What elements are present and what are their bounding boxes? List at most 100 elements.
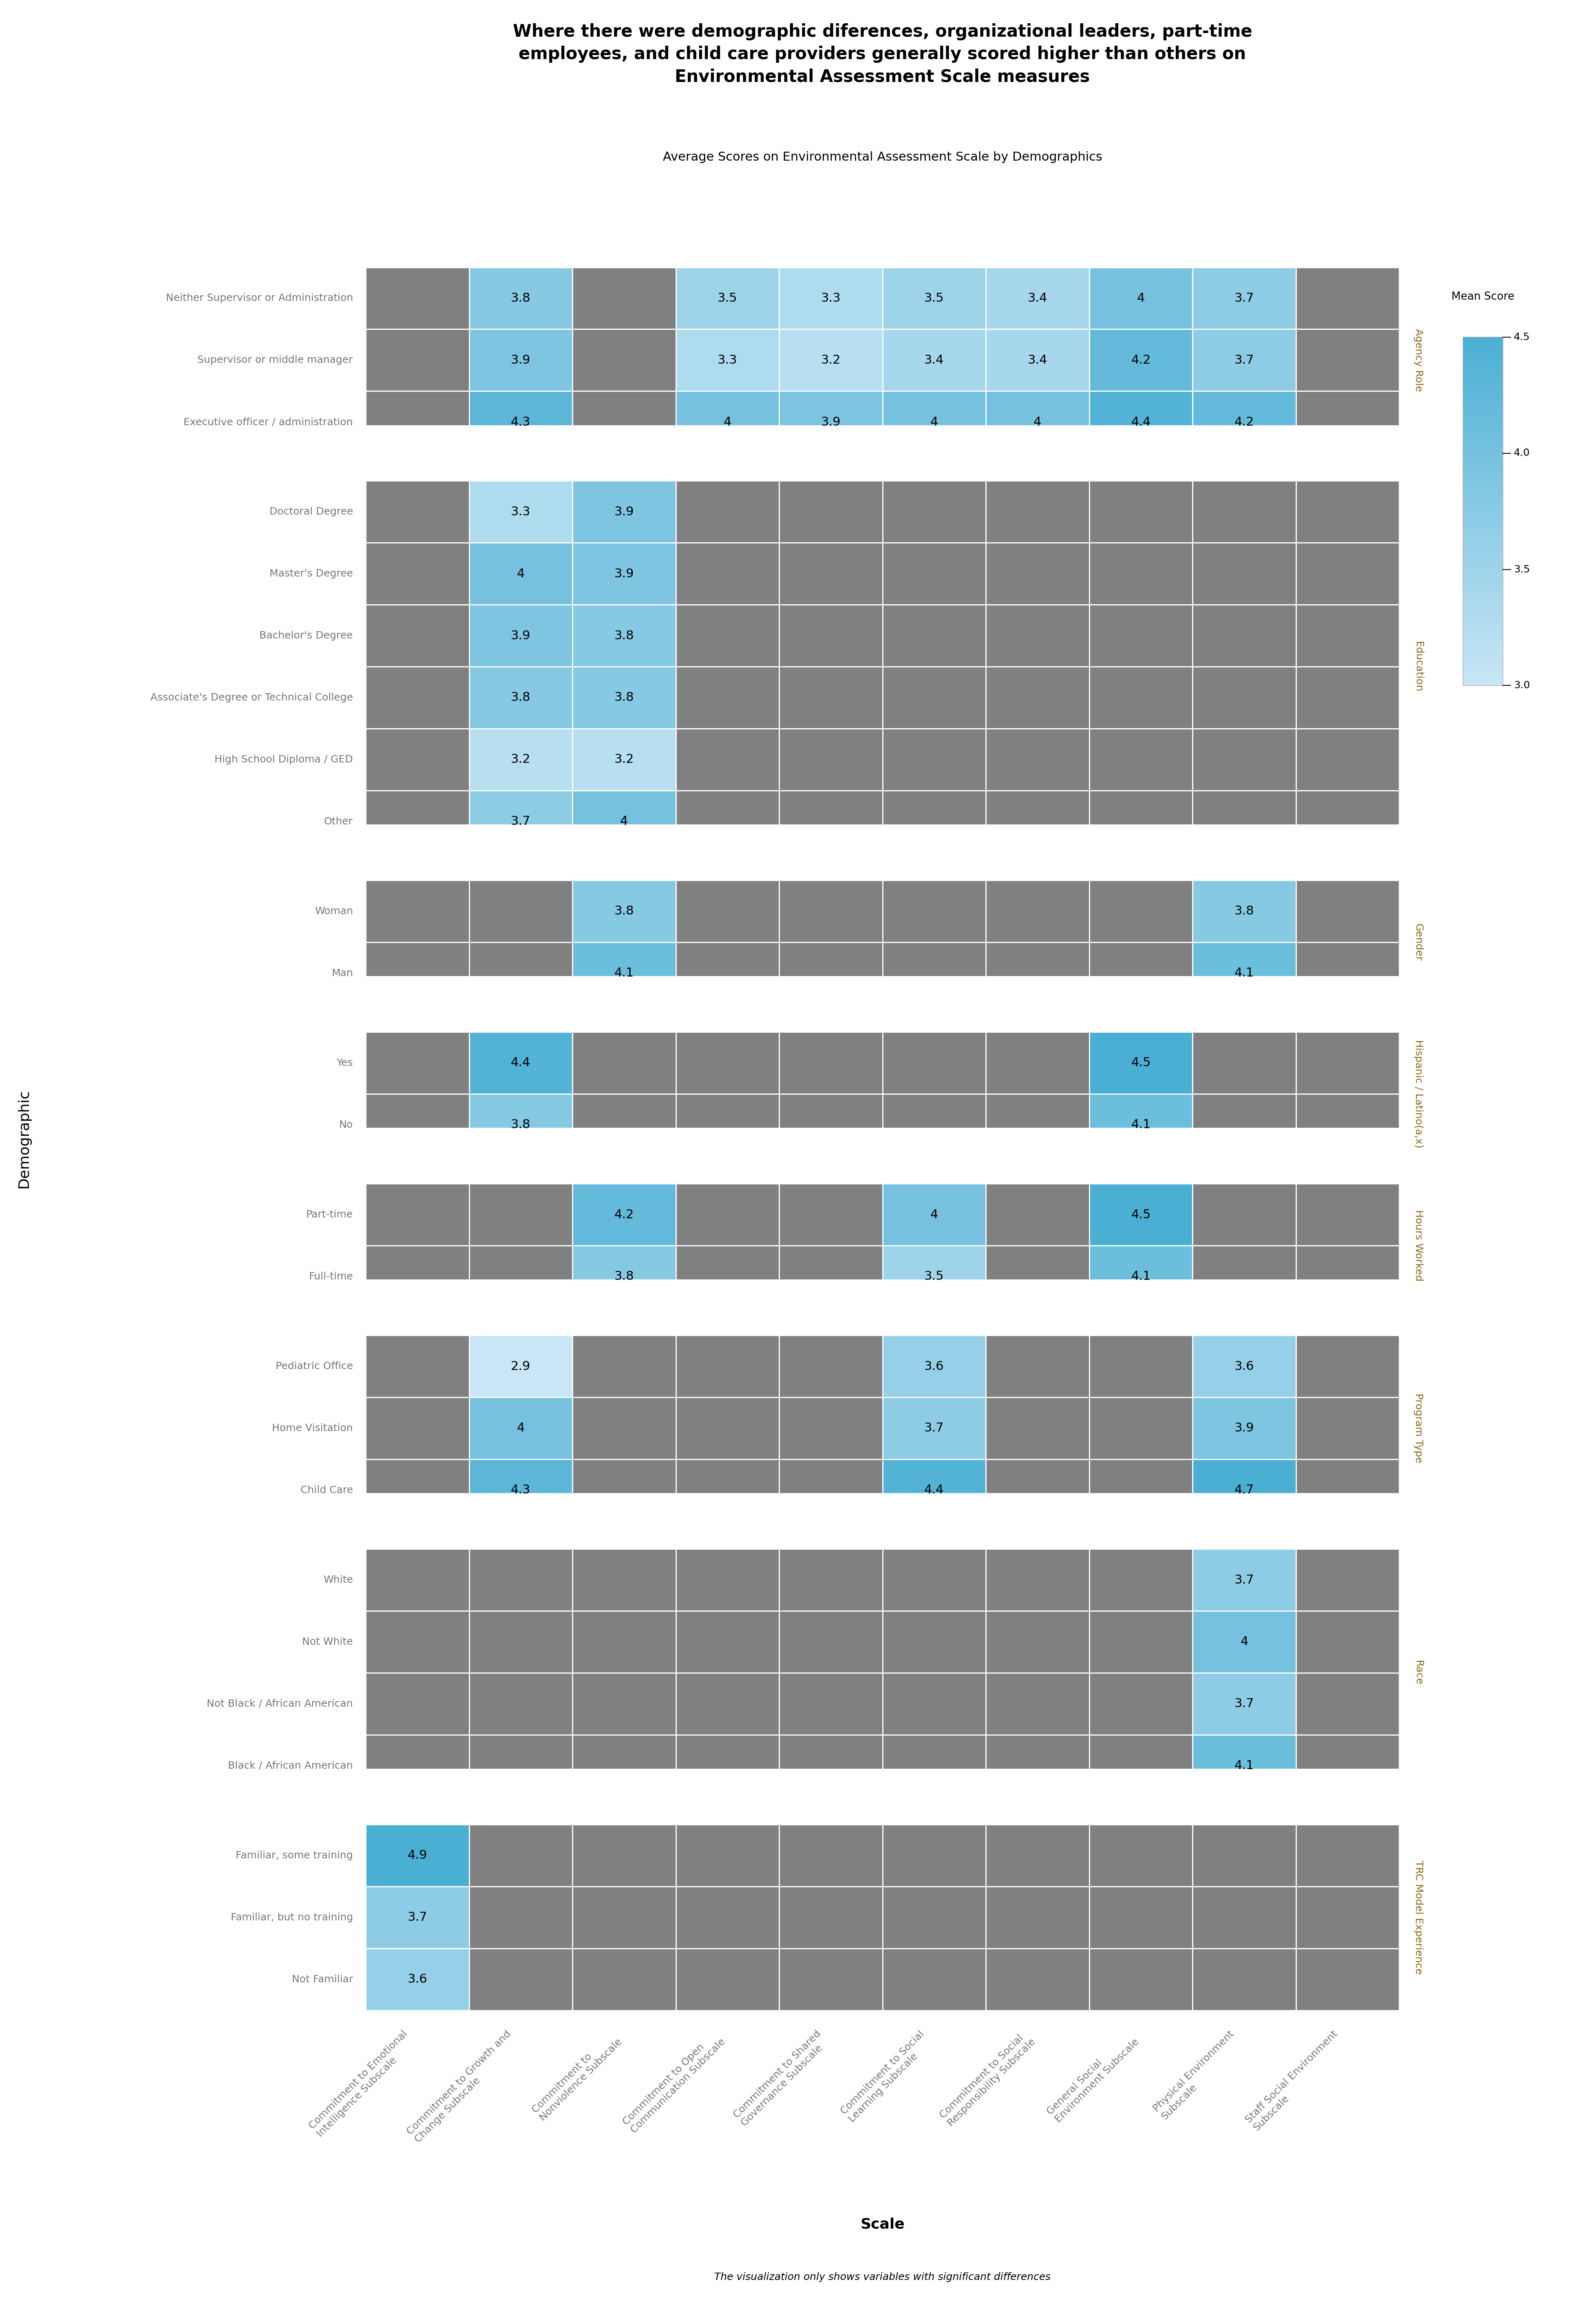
- Bar: [882, 390, 986, 453]
- Bar: [572, 727, 676, 790]
- Text: 4: 4: [517, 567, 525, 579]
- Bar: [676, 604, 779, 667]
- Text: 3.7: 3.7: [1234, 1699, 1255, 1710]
- Bar: [1089, 1183, 1192, 1246]
- Text: Woman: Woman: [315, 906, 353, 916]
- Bar: [676, 390, 779, 453]
- Text: 3.6: 3.6: [1234, 1360, 1255, 1371]
- Bar: [1296, 1611, 1399, 1673]
- Bar: [986, 1032, 1089, 1095]
- Bar: [676, 1734, 779, 1796]
- Bar: [366, 1246, 469, 1308]
- Bar: [779, 1824, 882, 1887]
- Text: Education: Education: [1414, 641, 1423, 693]
- Bar: [676, 790, 779, 853]
- Bar: [986, 1336, 1089, 1397]
- Text: 3.9: 3.9: [1234, 1422, 1255, 1434]
- Bar: [779, 481, 882, 544]
- Bar: [779, 544, 882, 604]
- Bar: [882, 1887, 986, 1948]
- Text: 4: 4: [517, 1422, 525, 1434]
- Bar: [882, 727, 986, 790]
- Text: 3.8: 3.8: [614, 1271, 634, 1283]
- Text: No: No: [339, 1120, 353, 1129]
- Text: 3.9: 3.9: [820, 416, 841, 428]
- Bar: [366, 1887, 469, 1948]
- Text: 4.3: 4.3: [510, 1485, 531, 1497]
- Bar: [366, 1281, 1399, 1308]
- Bar: [572, 1336, 676, 1397]
- Bar: [1296, 1673, 1399, 1734]
- Text: Commitment to Growth and
Change Subscale: Commitment to Growth and Change Subscale: [405, 2029, 522, 2145]
- Bar: [366, 941, 469, 1004]
- Bar: [676, 1948, 779, 2010]
- Bar: [779, 1183, 882, 1246]
- Bar: [469, 390, 572, 453]
- Text: Race: Race: [1414, 1659, 1423, 1685]
- Bar: [676, 667, 779, 727]
- Bar: [366, 1769, 1399, 1796]
- Text: 3.9: 3.9: [614, 507, 634, 518]
- Bar: [986, 1734, 1089, 1796]
- Bar: [469, 1183, 572, 1246]
- Text: Pediatric Office: Pediatric Office: [275, 1362, 353, 1371]
- Bar: [1192, 1550, 1296, 1611]
- Bar: [1296, 1824, 1399, 1887]
- Bar: [986, 1611, 1089, 1673]
- Bar: [1089, 790, 1192, 853]
- Bar: [1089, 1246, 1192, 1308]
- Bar: [1192, 1336, 1296, 1397]
- Bar: [779, 1673, 882, 1734]
- Bar: [1192, 1824, 1296, 1887]
- Bar: [882, 1673, 986, 1734]
- Text: The visualization only shows variables with significant differences: The visualization only shows variables w…: [714, 2273, 1051, 2282]
- Bar: [779, 1397, 882, 1459]
- Text: 3.4: 3.4: [1027, 293, 1048, 304]
- Text: High School Diploma / GED: High School Diploma / GED: [215, 755, 353, 765]
- Text: 4.4: 4.4: [924, 1485, 944, 1497]
- Bar: [779, 1611, 882, 1673]
- Bar: [882, 1032, 986, 1095]
- Text: White: White: [323, 1576, 353, 1585]
- Text: Familiar, but no training: Familiar, but no training: [231, 1913, 353, 1922]
- Bar: [779, 1336, 882, 1397]
- Bar: [1089, 267, 1192, 330]
- Bar: [676, 1246, 779, 1308]
- Bar: [1089, 1095, 1192, 1155]
- Text: Supervisor or middle manager: Supervisor or middle manager: [197, 356, 353, 365]
- Text: Scale: Scale: [860, 2217, 905, 2231]
- Bar: [469, 1611, 572, 1673]
- Bar: [779, 727, 882, 790]
- Bar: [1192, 390, 1296, 453]
- Bar: [366, 330, 469, 390]
- Bar: [469, 1824, 572, 1887]
- Bar: [366, 1397, 469, 1459]
- Bar: [882, 1550, 986, 1611]
- Bar: [469, 941, 572, 1004]
- Bar: [986, 1673, 1089, 1734]
- Bar: [1296, 1734, 1399, 1796]
- Bar: [779, 1032, 882, 1095]
- Bar: [572, 481, 676, 544]
- Bar: [1089, 727, 1192, 790]
- Bar: [366, 1550, 469, 1611]
- Text: 4.7: 4.7: [1234, 1485, 1255, 1497]
- Bar: [676, 544, 779, 604]
- Bar: [986, 1824, 1089, 1887]
- Bar: [882, 1459, 986, 1522]
- Bar: [469, 604, 572, 667]
- Bar: [986, 1095, 1089, 1155]
- Bar: [366, 1948, 469, 2010]
- Bar: [572, 1673, 676, 1734]
- Text: 3.8: 3.8: [510, 693, 531, 704]
- Text: Part-time: Part-time: [307, 1211, 353, 1220]
- Bar: [1296, 267, 1399, 330]
- Text: 3.8: 3.8: [614, 693, 634, 704]
- Text: Commitment to Social
Learning Subscale: Commitment to Social Learning Subscale: [840, 2029, 935, 2124]
- Bar: [986, 881, 1089, 941]
- Bar: [1296, 881, 1399, 941]
- Text: Neither Supervisor or Administration: Neither Supervisor or Administration: [165, 293, 353, 302]
- Bar: [1089, 1824, 1192, 1887]
- Bar: [1089, 330, 1192, 390]
- Bar: [676, 481, 779, 544]
